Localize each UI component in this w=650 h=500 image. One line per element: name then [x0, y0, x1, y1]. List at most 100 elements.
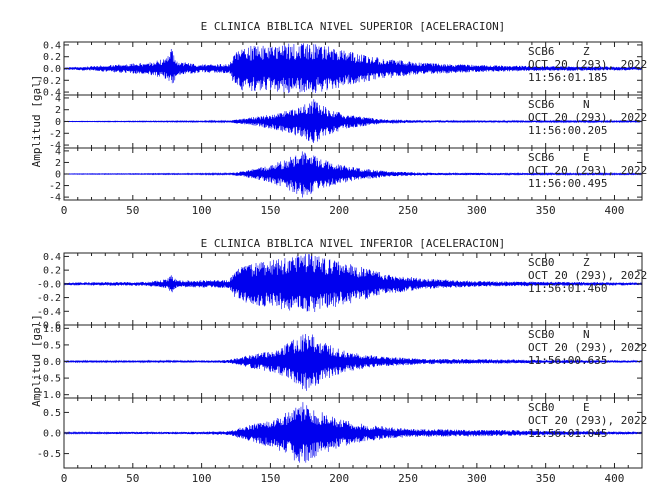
- y-tick-label: 0.2: [43, 266, 61, 277]
- x-tick-label: 100: [192, 204, 212, 217]
- y-tick-label: 0: [55, 170, 61, 181]
- x-tick-label: 200: [329, 472, 349, 485]
- x-tick-label: 300: [467, 204, 487, 217]
- station-component-label: SCB0 Z: [528, 256, 590, 269]
- x-tick-label: 100: [192, 472, 212, 485]
- x-tick-label: 0: [61, 204, 68, 217]
- y-tick-label: 0.4: [43, 252, 61, 263]
- y-tick-label: 0.2: [43, 52, 61, 63]
- x-tick-label: 150: [260, 204, 280, 217]
- y-tick-label: 0.4: [43, 40, 61, 51]
- y-axis-label: Amplitud [gal]: [30, 75, 43, 168]
- y-tick-label: -0.6: [37, 321, 61, 332]
- station-component-label: SCB0 E: [528, 401, 590, 414]
- y-tick-label: -1.0: [37, 390, 61, 401]
- y-tick-label: -0.4: [37, 307, 61, 318]
- station-component-label: SCB6 Z: [528, 45, 590, 58]
- waveform-trace: [63, 43, 643, 94]
- y-tick-label: -0.2: [37, 76, 61, 87]
- y-tick-label: -0.5: [37, 449, 61, 460]
- station-code: SCB0: [528, 256, 555, 269]
- y-tick-label: 0.0: [43, 357, 61, 368]
- y-tick-label: -0.2: [37, 293, 61, 304]
- station-component-label: SCB6 E: [528, 151, 590, 164]
- y-tick-label: -2: [49, 129, 61, 140]
- station-code: SCB0: [528, 328, 555, 341]
- x-tick-label: 150: [260, 472, 280, 485]
- record-time: 11:56:00.495: [528, 177, 607, 190]
- station-code: SCB6: [528, 45, 555, 58]
- x-tick-label: 250: [398, 204, 418, 217]
- chart-title: E CLINICA BIBLICA NIVEL SUPERIOR [ACELER…: [201, 20, 506, 33]
- y-tick-label: -2: [49, 181, 61, 192]
- component-code: E: [583, 151, 590, 164]
- x-tick-label: 50: [126, 472, 139, 485]
- y-tick-label: -0.0: [37, 279, 61, 290]
- record-time: 11:56:00.205: [528, 124, 607, 137]
- x-tick-label: 400: [605, 472, 625, 485]
- component-code: N: [583, 328, 590, 341]
- record-date: OCT 20 (293), 2022: [528, 269, 647, 282]
- y-tick-label: 2: [55, 105, 61, 116]
- y-axis-label: Amplitud [gal]: [30, 314, 43, 407]
- x-tick-label: 50: [126, 204, 139, 217]
- y-tick-label: 0: [55, 117, 61, 128]
- x-tick-label: 400: [605, 204, 625, 217]
- x-tick-label: 300: [467, 472, 487, 485]
- y-tick-label: -4: [49, 141, 61, 152]
- y-tick-label: -0.4: [37, 88, 61, 99]
- y-tick-label: 4: [55, 93, 61, 104]
- y-tick-label: 0.5: [43, 340, 61, 351]
- component-code: Z: [583, 256, 590, 269]
- component-code: E: [583, 401, 590, 414]
- x-tick-label: 200: [329, 204, 349, 217]
- station-code: SCB0: [528, 401, 555, 414]
- waveform-trace: [63, 402, 643, 463]
- record-date: OCT 20 (293), 2022: [528, 341, 647, 354]
- station-code: SCB6: [528, 151, 555, 164]
- chart-group-2: E CLINICA BIBLICA NIVEL INFERIOR [ACELER…: [30, 237, 647, 485]
- record-date: OCT 20 (293), 2022: [528, 414, 647, 427]
- component-code: Z: [583, 45, 590, 58]
- record-time: 11:56:01.045: [528, 427, 607, 440]
- record-date: OCT 20 (293), 2022: [528, 111, 647, 124]
- x-tick-label: 350: [536, 204, 556, 217]
- y-tick-label: -0.5: [37, 374, 61, 385]
- y-tick-label: 1.0: [43, 324, 61, 335]
- component-code: N: [583, 98, 590, 111]
- y-tick-label: 0.0: [43, 429, 61, 440]
- chart-group-1: E CLINICA BIBLICA NIVEL SUPERIOR [ACELER…: [30, 20, 647, 217]
- y-tick-label: -4: [49, 193, 61, 204]
- record-time: 11:56:01.460: [528, 282, 607, 295]
- y-tick-label: 2: [55, 158, 61, 169]
- waveform-trace: [63, 333, 643, 391]
- y-tick-label: 0.5: [43, 408, 61, 419]
- x-tick-label: 350: [536, 472, 556, 485]
- x-tick-label: 0: [61, 472, 68, 485]
- record-time: 11:56:00.635: [528, 354, 607, 367]
- y-tick-label: 0.0: [43, 64, 61, 75]
- y-tick-label: 4: [55, 146, 61, 157]
- station-component-label: SCB0 N: [528, 328, 590, 341]
- waveform-trace: [63, 99, 643, 143]
- record-time: 11:56:01.185: [528, 71, 607, 84]
- waveform-trace: [63, 253, 643, 312]
- x-tick-label: 250: [398, 472, 418, 485]
- record-date: OCT 20 (293), 2022: [528, 58, 647, 71]
- record-date: OCT 20 (293), 2022: [528, 164, 647, 177]
- chart-title: E CLINICA BIBLICA NIVEL INFERIOR [ACELER…: [201, 237, 506, 250]
- station-component-label: SCB6 N: [528, 98, 590, 111]
